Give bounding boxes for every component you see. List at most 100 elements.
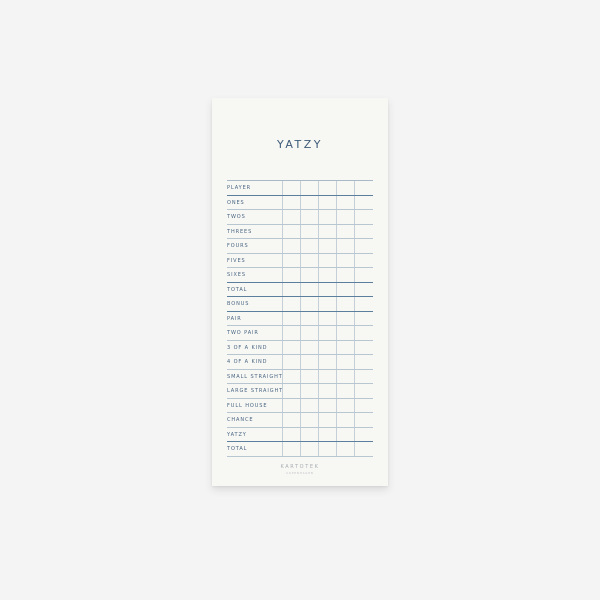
score-row: TWO PAIR — [227, 326, 373, 341]
score-cell — [354, 369, 372, 383]
brand-logo: KARTOTEK — [280, 464, 320, 470]
score-cell — [354, 210, 372, 224]
score-row: FULL HOUSE — [227, 398, 373, 413]
score-cell — [300, 268, 318, 282]
score-cell — [300, 282, 318, 296]
row-label: THREES — [227, 228, 253, 235]
row-label: YATZY — [227, 431, 247, 438]
score-row: 3 OF A KIND — [227, 340, 373, 355]
score-cell — [354, 195, 372, 209]
score-cell — [354, 181, 372, 195]
row-label: SMALL STRAIGHT — [227, 373, 283, 380]
score-cell — [354, 442, 372, 456]
score-cell — [336, 369, 354, 383]
score-cell — [282, 253, 300, 267]
score-cell — [282, 384, 300, 398]
score-row: TOTAL — [227, 442, 373, 457]
score-cell — [282, 326, 300, 340]
row-label: 4 OF A KIND — [227, 359, 268, 365]
score-cell — [354, 427, 372, 441]
score-cell — [318, 427, 336, 441]
score-cell — [336, 413, 354, 427]
score-cell — [318, 413, 336, 427]
score-cell — [318, 297, 336, 311]
row-label: TWO PAIR — [227, 330, 259, 336]
score-cell — [318, 282, 336, 296]
score-cell — [354, 297, 372, 311]
score-cell — [282, 268, 300, 282]
score-cell — [282, 355, 300, 369]
score-cell — [354, 413, 372, 427]
score-cell — [354, 282, 372, 296]
score-row: 4 OF A KIND — [227, 355, 373, 370]
score-cell — [282, 195, 300, 209]
score-cell — [318, 442, 336, 456]
score-cell — [336, 181, 354, 195]
score-cell — [300, 326, 318, 340]
score-cell — [354, 268, 372, 282]
score-cell — [282, 442, 300, 456]
score-row: YATZY — [227, 427, 373, 442]
score-cell — [336, 311, 354, 325]
score-cell — [354, 224, 372, 238]
row-label: PLAYER — [227, 185, 252, 191]
row-label: FIVES — [227, 257, 246, 264]
score-cell — [300, 253, 318, 267]
score-cell — [336, 210, 354, 224]
score-cell — [300, 181, 318, 195]
score-cell — [336, 195, 354, 209]
score-cell — [318, 253, 336, 267]
yatzy-score-pad: YATZY PLAYER ONES TWOS THREES FOURS FIVES SIXE… — [212, 98, 388, 486]
brand-subtitle: COPENHAGEN — [286, 472, 314, 475]
score-row: SIXES — [227, 268, 373, 283]
row-label: TOTAL — [227, 286, 248, 293]
score-cell — [300, 413, 318, 427]
score-cell — [318, 384, 336, 398]
score-cell — [282, 181, 300, 195]
row-label: LARGE STRAIGHT — [227, 388, 284, 394]
score-cell — [336, 384, 354, 398]
row-label: PAIR — [227, 315, 242, 322]
score-cell — [318, 195, 336, 209]
score-cell — [336, 442, 354, 456]
score-cell — [336, 398, 354, 412]
row-label: TWOS — [227, 214, 246, 220]
score-cell — [354, 355, 372, 369]
score-cell — [300, 297, 318, 311]
score-row: CHANCE — [227, 413, 373, 428]
score-cell — [318, 268, 336, 282]
score-cell — [354, 326, 372, 340]
score-cell — [282, 340, 300, 354]
score-cell — [282, 427, 300, 441]
row-label: FOURS — [227, 243, 249, 249]
score-cell — [318, 311, 336, 325]
row-label: ONES — [227, 199, 245, 206]
score-row: FIVES — [227, 253, 373, 268]
score-cell — [336, 326, 354, 340]
score-cell — [282, 413, 300, 427]
score-cell — [300, 210, 318, 224]
score-cell — [336, 268, 354, 282]
score-row: TOTAL — [227, 282, 373, 297]
score-cell — [354, 239, 372, 253]
score-cell — [354, 340, 372, 354]
score-cell — [336, 297, 354, 311]
score-cell — [318, 181, 336, 195]
row-label: TOTAL — [227, 446, 248, 452]
score-cell — [300, 442, 318, 456]
score-cell — [318, 326, 336, 340]
score-row: PAIR — [227, 311, 373, 326]
score-cell — [318, 369, 336, 383]
score-cell — [318, 210, 336, 224]
score-cell — [300, 355, 318, 369]
score-cell — [354, 253, 372, 267]
score-cell — [282, 311, 300, 325]
score-cell — [336, 239, 354, 253]
score-row: THREES — [227, 224, 373, 239]
score-cell — [300, 384, 318, 398]
score-cell — [282, 239, 300, 253]
score-cell — [336, 355, 354, 369]
score-cell — [318, 398, 336, 412]
score-cell — [336, 224, 354, 238]
score-cell — [282, 210, 300, 224]
